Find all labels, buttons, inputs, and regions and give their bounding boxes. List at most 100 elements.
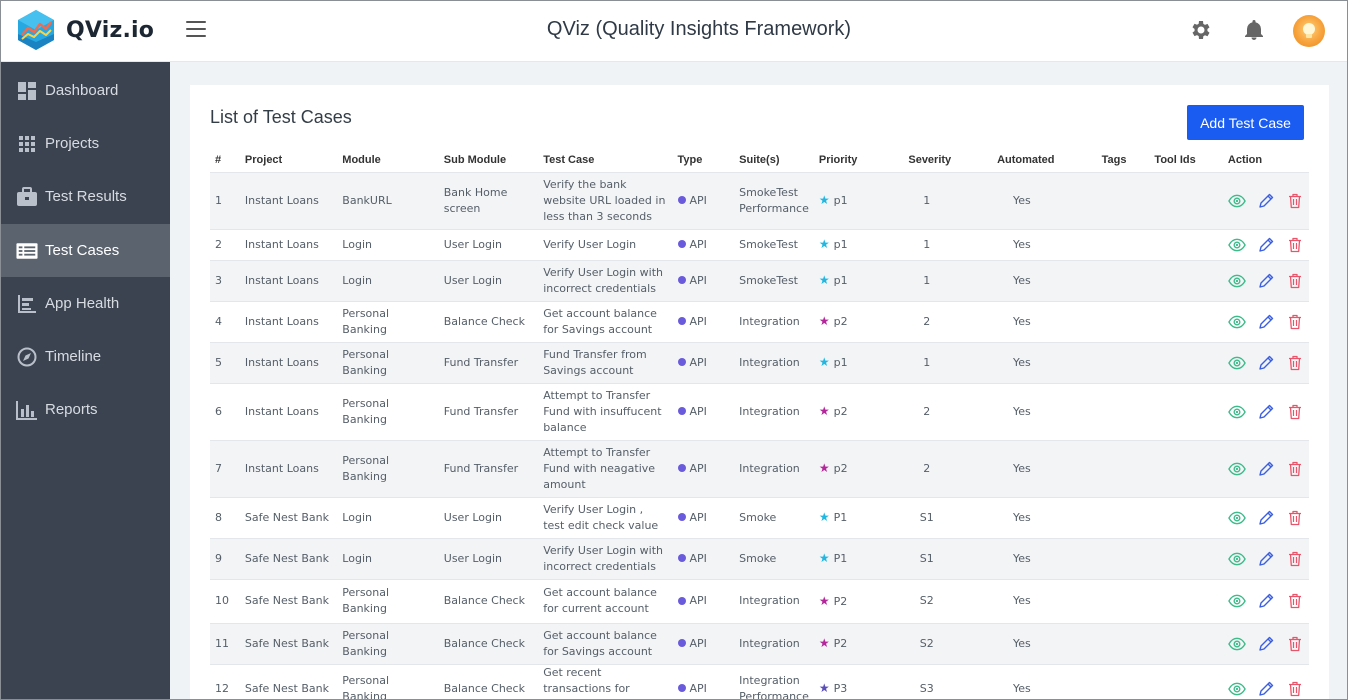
sidebar-item-test-cases[interactable]: Test Cases [0,224,170,277]
delete-trash-icon[interactable] [1286,313,1304,331]
view-eye-icon[interactable] [1228,635,1246,653]
menu-toggle-icon[interactable] [186,21,206,39]
test-case-cell: Verify User Login , test edit check valu… [538,496,673,538]
delete-trash-icon[interactable] [1286,460,1304,478]
type-cell: API [672,300,735,342]
add-test-case-button[interactable]: Add Test Case [1187,105,1304,140]
column-header[interactable]: Type [677,153,703,166]
sidebar-item-timeline[interactable]: Timeline [0,330,170,383]
automated-cell: Yes [992,259,1097,301]
view-eye-icon[interactable] [1228,460,1246,478]
column-header[interactable]: Sub Module [443,153,507,166]
table-row[interactable]: 1 Instant Loans BankURL Bank Home screen Ver… [210,171,1309,229]
edit-pencil-icon[interactable] [1257,192,1275,210]
delete-trash-icon[interactable] [1286,192,1304,210]
delete-trash-icon[interactable] [1286,272,1304,290]
type-label: API [689,273,707,287]
edit-pencil-icon[interactable] [1257,236,1275,254]
row-number: 9 [210,537,240,579]
gear-icon[interactable] [1189,18,1213,42]
test-case-cell: Get account balance for current account [538,578,673,623]
delete-trash-icon[interactable] [1286,354,1304,372]
test-case-cell: Get account balance for Savings account [538,300,673,342]
view-eye-icon[interactable] [1228,550,1246,568]
delete-trash-icon[interactable] [1286,236,1304,254]
table-row[interactable]: 9 Safe Nest Bank Login User Login Verify Use… [210,537,1309,579]
sub-module-cell: Balance Check [438,300,539,342]
edit-pencil-icon[interactable] [1257,635,1275,653]
edit-pencil-icon[interactable] [1257,403,1275,421]
test-case-cell: Attempt to Transfer Fund with insuffucen… [538,382,673,440]
suites-cell: Smoke [734,537,814,579]
type-dot-icon [677,240,686,248]
edit-pencil-icon[interactable] [1257,592,1275,610]
edit-pencil-icon[interactable] [1257,313,1275,331]
star-icon: ★ [818,404,830,418]
view-eye-icon[interactable] [1228,192,1246,210]
table-row[interactable]: 11 Safe Nest Bank Personal Banking Balance … [210,622,1309,664]
table-row[interactable]: 4 Instant Loans Personal Banking Balance Ch… [210,300,1309,342]
module-cell: BankURL [337,171,439,229]
suites-cell: SmokeTest [734,259,814,301]
type-cell: API [672,439,735,497]
sidebar-item-reports[interactable]: Reports [0,383,170,436]
column-header[interactable]: Project [244,153,283,166]
sidebar-item-projects[interactable]: Projects [0,117,170,170]
delete-trash-icon[interactable] [1286,635,1304,653]
type-label: API [689,355,707,369]
view-eye-icon[interactable] [1228,354,1246,372]
sub-module-cell: Fund Transfer [438,341,539,383]
delete-trash-icon[interactable] [1286,403,1304,421]
type-label: API [689,461,707,475]
delete-trash-icon[interactable] [1286,680,1304,698]
column-header[interactable]: Module [342,153,381,166]
column-header[interactable]: Priority [818,153,858,166]
actions-cell [1222,578,1309,623]
table-row[interactable]: 6 Instant Loans Personal Banking Fund Trans… [210,382,1309,440]
column-header[interactable]: Suite(s) [739,153,780,166]
edit-pencil-icon[interactable] [1257,460,1275,478]
priority-label: P2 [833,637,848,650]
sidebar-item-test-results[interactable]: Test Results [0,170,170,223]
table-row[interactable]: 3 Instant Loans Login User Login Verify User… [210,259,1309,301]
table-row[interactable]: 10 Safe Nest Bank Personal Banking Balance … [210,578,1309,623]
logo[interactable]: QViz.io [14,8,154,52]
column-header[interactable]: Severity [908,153,952,166]
edit-pencil-icon[interactable] [1257,509,1275,527]
module-cell: Personal Banking [337,300,439,342]
delete-trash-icon[interactable] [1286,550,1304,568]
sidebar-item-dashboard[interactable]: Dashboard [0,64,170,117]
table-row[interactable]: 7 Instant Loans Personal Banking Fund Trans… [210,439,1309,497]
edit-pencil-icon[interactable] [1257,354,1275,372]
tool-ids-cell [1149,622,1223,664]
view-eye-icon[interactable] [1228,680,1246,698]
column-header[interactable]: Test Case [543,153,595,166]
suites-cell: Integration [734,341,814,383]
tool-ids-cell [1149,300,1223,342]
sidebar-item-app-health[interactable]: App Health [0,277,170,330]
bell-icon[interactable] [1242,18,1266,42]
delete-trash-icon[interactable] [1286,509,1304,527]
edit-pencil-icon[interactable] [1257,272,1275,290]
view-eye-icon[interactable] [1228,509,1246,527]
column-header[interactable]: Tool Ids [1154,153,1196,166]
delete-trash-icon[interactable] [1286,592,1304,610]
column-header[interactable]: Tags [1101,153,1127,166]
view-eye-icon[interactable] [1228,592,1246,610]
table-row[interactable]: 12 Safe Nest Bank Personal Banking Balance … [210,663,1309,700]
view-eye-icon[interactable] [1228,272,1246,290]
edit-pencil-icon[interactable] [1257,550,1275,568]
view-eye-icon[interactable] [1228,403,1246,421]
sub-module-cell: User Login [438,259,539,301]
table-row[interactable]: 5 Instant Loans Personal Banking Fund Trans… [210,341,1309,383]
table-row[interactable]: 2 Instant Loans Login User Login Verify User… [210,228,1309,260]
table-row[interactable]: 8 Safe Nest Bank Login User Login Verify Use… [210,496,1309,538]
avatar[interactable] [1293,15,1325,47]
column-header[interactable]: # [215,153,222,166]
column-header[interactable]: Automated [997,153,1055,166]
type-dot-icon [677,196,686,204]
view-eye-icon[interactable] [1228,236,1246,254]
suites-cell: Smoke [734,496,814,538]
view-eye-icon[interactable] [1228,313,1246,331]
edit-pencil-icon[interactable] [1257,680,1275,698]
